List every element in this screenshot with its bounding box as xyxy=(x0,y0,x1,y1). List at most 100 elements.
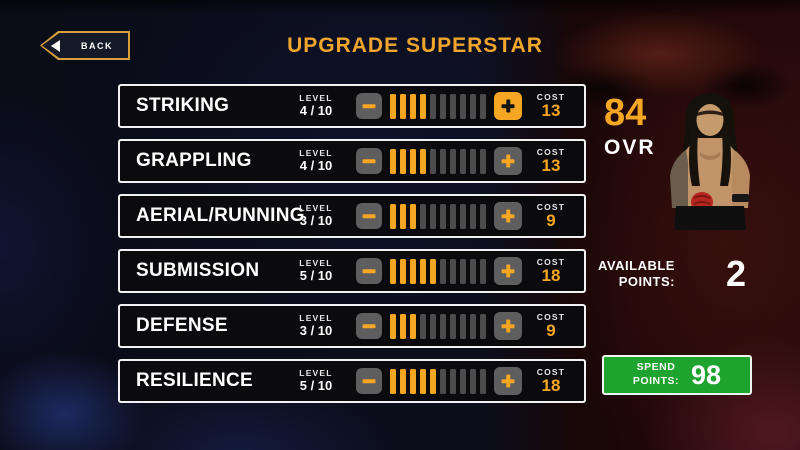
stat-name: GRAPPLING xyxy=(136,150,252,171)
increase-stat-button[interactable] xyxy=(494,147,522,175)
level-segment-empty xyxy=(440,258,446,284)
increase-stat-button[interactable] xyxy=(494,367,522,395)
level-value: 3 / 10 xyxy=(299,322,333,338)
ovr-value: 84 xyxy=(604,92,647,134)
increase-stat-button[interactable] xyxy=(494,92,522,120)
level-segment-filled xyxy=(410,203,416,229)
decrease-stat-button[interactable] xyxy=(356,93,382,119)
level-segment-filled xyxy=(400,148,406,174)
level-segment-empty xyxy=(480,148,486,174)
top-shade xyxy=(0,0,800,16)
cost-block: COST 9 xyxy=(530,202,572,230)
level-segment-empty xyxy=(450,148,456,174)
level-block: LEVEL 4 / 10 xyxy=(288,93,344,118)
decrease-stat-button[interactable] xyxy=(356,313,382,339)
spend-points-button[interactable]: SPEND POINTS: 98 xyxy=(602,355,752,395)
minus-icon xyxy=(362,269,376,273)
level-caption: LEVEL xyxy=(299,148,333,159)
increase-stat-button[interactable] xyxy=(494,312,522,340)
level-segment-empty xyxy=(430,203,436,229)
decrease-stat-button[interactable] xyxy=(356,148,382,174)
minus-icon xyxy=(362,159,376,163)
level-segment-empty xyxy=(430,93,436,119)
level-segment-filled xyxy=(410,258,416,284)
level-progress-bar xyxy=(390,148,486,174)
minus-icon xyxy=(362,104,376,108)
level-segment-empty xyxy=(440,203,446,229)
level-segment-empty xyxy=(470,368,476,394)
minus-icon xyxy=(362,324,376,328)
page-title: UPGRADE SUPERSTAR xyxy=(287,34,543,57)
decrease-stat-button[interactable] xyxy=(356,258,382,284)
cost-block: COST 9 xyxy=(530,311,572,340)
level-segment-empty xyxy=(450,368,456,394)
level-segment-empty xyxy=(480,203,486,229)
spend-points-value: 98 xyxy=(691,359,722,390)
back-button[interactable]: BACK xyxy=(40,31,130,60)
ovr-label: OVR xyxy=(604,136,656,159)
available-points-value: 2 xyxy=(725,253,746,294)
level-segment-filled xyxy=(390,148,396,174)
level-segment-empty xyxy=(470,148,476,174)
level-segment-filled xyxy=(400,203,406,229)
stat-name: STRIKING xyxy=(136,95,230,116)
stat-rows-list: STRIKING LEVEL 4 / 10 COST 13 GRAPPLING … xyxy=(118,84,586,414)
level-segment-filled xyxy=(430,368,436,394)
stat-row: RESILIENCE LEVEL 5 / 10 COST 18 xyxy=(118,359,586,403)
level-segment-filled xyxy=(410,368,416,394)
level-segment-filled xyxy=(420,93,426,119)
level-segment-empty xyxy=(480,368,486,394)
level-segment-filled xyxy=(410,313,416,339)
decrease-stat-button[interactable] xyxy=(356,203,382,229)
decrease-stat-button[interactable] xyxy=(356,368,382,394)
level-segment-empty xyxy=(470,93,476,119)
cost-caption: COST xyxy=(536,311,566,322)
level-value: 5 / 10 xyxy=(299,267,333,283)
level-segment-empty xyxy=(430,313,436,339)
level-block: LEVEL 3 / 10 xyxy=(288,203,344,228)
level-caption: LEVEL xyxy=(299,313,333,324)
level-segment-empty xyxy=(440,93,446,119)
level-progress-bar xyxy=(390,258,486,284)
level-segment-filled xyxy=(390,258,396,284)
level-segment-empty xyxy=(460,93,466,119)
cost-block: COST 18 xyxy=(530,367,572,395)
plus-icon xyxy=(506,374,510,388)
stat-row: AERIAL/RUNNING LEVEL 3 / 10 COST 9 xyxy=(118,194,586,238)
superstar-portrait xyxy=(670,93,750,230)
level-segment-filled xyxy=(390,203,396,229)
stat-name: DEFENSE xyxy=(136,315,228,336)
level-segment-empty xyxy=(460,313,466,339)
level-progress-bar xyxy=(390,313,486,339)
level-segment-empty xyxy=(440,368,446,394)
level-progress-bar xyxy=(390,93,486,119)
cost-block: COST 13 xyxy=(530,147,572,175)
level-segment-filled xyxy=(410,148,416,174)
level-segment-filled xyxy=(390,313,396,339)
cost-value: 13 xyxy=(541,155,561,175)
level-segment-filled xyxy=(420,368,426,394)
plus-icon xyxy=(506,264,510,278)
increase-stat-button[interactable] xyxy=(494,202,522,230)
level-segment-empty xyxy=(480,313,486,339)
level-segment-empty xyxy=(450,203,456,229)
level-progress-bar xyxy=(390,368,486,394)
cost-value: 9 xyxy=(546,210,556,230)
level-block: LEVEL 5 / 10 xyxy=(288,368,344,393)
stat-row: DEFENSE LEVEL 3 / 10 COST 9 xyxy=(118,304,586,348)
level-segment-empty xyxy=(440,313,446,339)
level-caption: LEVEL xyxy=(299,93,333,104)
level-progress-bar xyxy=(390,203,486,229)
cost-value: 9 xyxy=(546,320,556,340)
level-segment-filled xyxy=(420,148,426,174)
level-segment-empty xyxy=(420,203,426,229)
back-button-label: BACK xyxy=(81,40,113,51)
level-segment-empty xyxy=(480,258,486,284)
available-points-label: AVAILABLE POINTS: xyxy=(598,257,675,289)
back-arrow-icon xyxy=(51,39,60,52)
level-segment-empty xyxy=(440,148,446,174)
plus-icon xyxy=(506,154,510,168)
increase-stat-button[interactable] xyxy=(494,257,522,285)
level-value: 3 / 10 xyxy=(299,212,333,228)
